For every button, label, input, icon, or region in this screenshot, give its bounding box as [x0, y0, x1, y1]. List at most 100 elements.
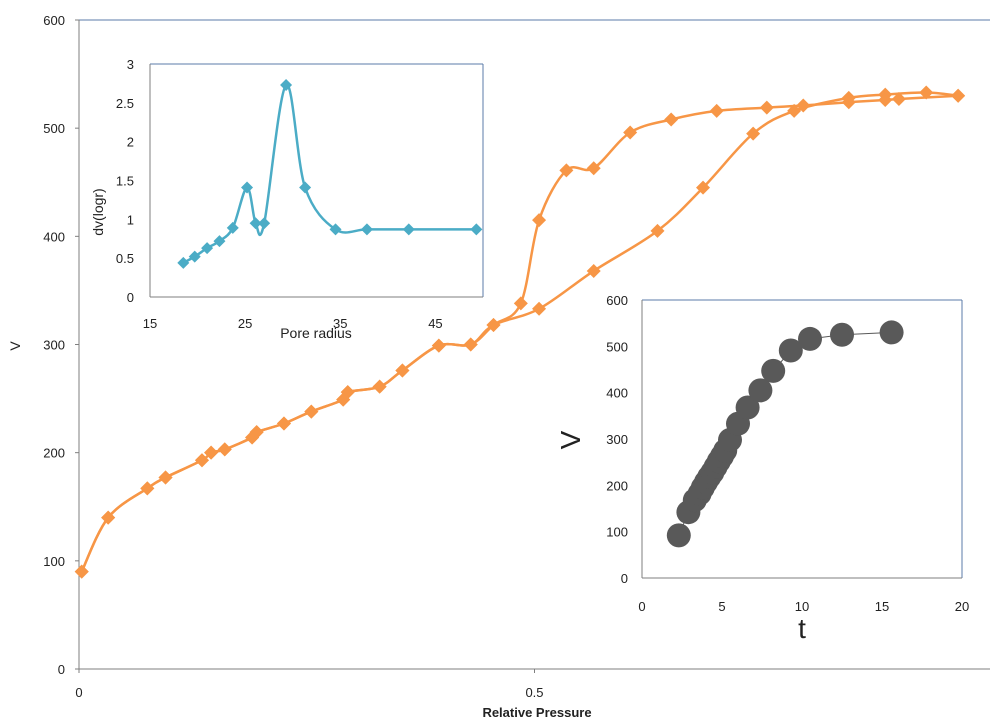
main-y-axis-title: V [7, 341, 23, 351]
data-point [140, 481, 155, 496]
x-tick-label: 5 [718, 599, 725, 614]
y-tick-label: 200 [43, 446, 65, 461]
x-tick-label: 0 [75, 685, 82, 700]
data-point [329, 223, 342, 236]
y-tick-label: 500 [43, 121, 65, 136]
data-point [463, 337, 478, 352]
data-point [796, 98, 811, 113]
x-tick-label: 45 [428, 316, 442, 331]
y-tick-label: 0 [58, 662, 65, 677]
data-point [201, 242, 214, 255]
y-tick-label: 600 [606, 293, 628, 308]
inset2-series [666, 320, 904, 548]
x-tick-label: 20 [955, 599, 969, 614]
inset1-ticks: 0 0.5 1 1.5 2 2.5 3 15 25 35 45 [116, 57, 443, 331]
data-point [919, 85, 934, 100]
data-point [709, 103, 724, 118]
data-point [276, 416, 291, 431]
y-tick-label: 200 [606, 478, 628, 493]
data-point [759, 100, 774, 115]
data-point [249, 425, 264, 440]
data-point [696, 180, 711, 195]
y-tick-label: 2.5 [116, 96, 134, 111]
data-point [761, 358, 786, 383]
data-point [778, 338, 803, 363]
data-point [204, 445, 219, 460]
main-ticks: 0 100 200 300 400 500 600 0 0.5 [43, 13, 543, 700]
data-point [249, 217, 262, 230]
x-tick-label: 15 [875, 599, 889, 614]
x-tick-label: 0.5 [525, 685, 543, 700]
y-tick-label: 0 [127, 290, 134, 305]
data-point [360, 223, 373, 236]
data-point [951, 88, 966, 103]
y-tick-label: 600 [43, 13, 65, 28]
data-point [158, 470, 173, 485]
inset1-y-axis-title: dv(logr) [90, 188, 106, 235]
x-tick-label: 0 [638, 599, 645, 614]
data-point [217, 442, 232, 457]
data-point [878, 93, 893, 108]
data-point [402, 223, 415, 236]
data-point [746, 126, 761, 141]
y-tick-label: 300 [606, 432, 628, 447]
data-point [241, 181, 254, 194]
data-point [74, 564, 89, 579]
v-vs-t-inset: 0 100 200 300 400 500 600 0 5 10 15 20 t V [555, 293, 969, 644]
data-point [830, 322, 854, 347]
data-point [340, 385, 355, 400]
data-point [735, 395, 760, 420]
y-tick-label: 1.5 [116, 174, 134, 189]
x-tick-label: 15 [143, 316, 157, 331]
data-point [188, 250, 201, 263]
y-tick-label: 100 [43, 554, 65, 569]
data-point [666, 523, 691, 548]
data-point [101, 510, 116, 525]
data-point [299, 181, 312, 194]
data-point [304, 404, 319, 419]
y-tick-label: 2 [127, 135, 134, 150]
inset2-y-axis-title: V [555, 430, 586, 449]
data-point [532, 213, 547, 228]
main-x-axis-title: Relative Pressure [482, 705, 591, 719]
data-point [748, 378, 773, 403]
data-point [532, 301, 547, 316]
y-tick-label: 3 [127, 57, 134, 72]
x-tick-label: 10 [795, 599, 809, 614]
data-point [891, 91, 906, 106]
y-tick-label: 0.5 [116, 251, 134, 266]
data-point [177, 256, 190, 269]
data-point [623, 125, 638, 140]
data-point [841, 95, 856, 110]
data-point [372, 379, 387, 394]
data-point [470, 223, 483, 236]
data-point [664, 112, 679, 127]
main-series [74, 85, 966, 579]
data-point [395, 363, 410, 378]
data-point [194, 453, 209, 468]
pore-distribution-inset: 0 0.5 1 1.5 2 2.5 3 15 25 35 45 Pore radius dv(log… [90, 57, 484, 341]
data-point [280, 78, 293, 91]
data-point [213, 235, 226, 248]
data-point [486, 318, 501, 333]
inset2-x-axis-title: t [798, 613, 806, 644]
data-point [226, 221, 239, 234]
inset2-ticks: 0 100 200 300 400 500 600 0 5 10 15 20 [606, 293, 969, 614]
x-tick-label: 25 [238, 316, 252, 331]
y-tick-label: 100 [606, 525, 628, 540]
inset1-x-axis-title: Pore radius [280, 325, 352, 341]
y-tick-label: 0 [621, 571, 628, 586]
data-point [586, 263, 601, 278]
data-point [513, 296, 528, 311]
y-tick-label: 1 [127, 212, 134, 227]
y-tick-label: 400 [43, 229, 65, 244]
data-point [879, 320, 904, 345]
y-tick-label: 300 [43, 338, 65, 353]
data-point [559, 163, 574, 178]
data-point [798, 326, 822, 351]
y-tick-label: 400 [606, 386, 628, 401]
inset1-series [177, 78, 483, 269]
data-point [258, 217, 271, 230]
